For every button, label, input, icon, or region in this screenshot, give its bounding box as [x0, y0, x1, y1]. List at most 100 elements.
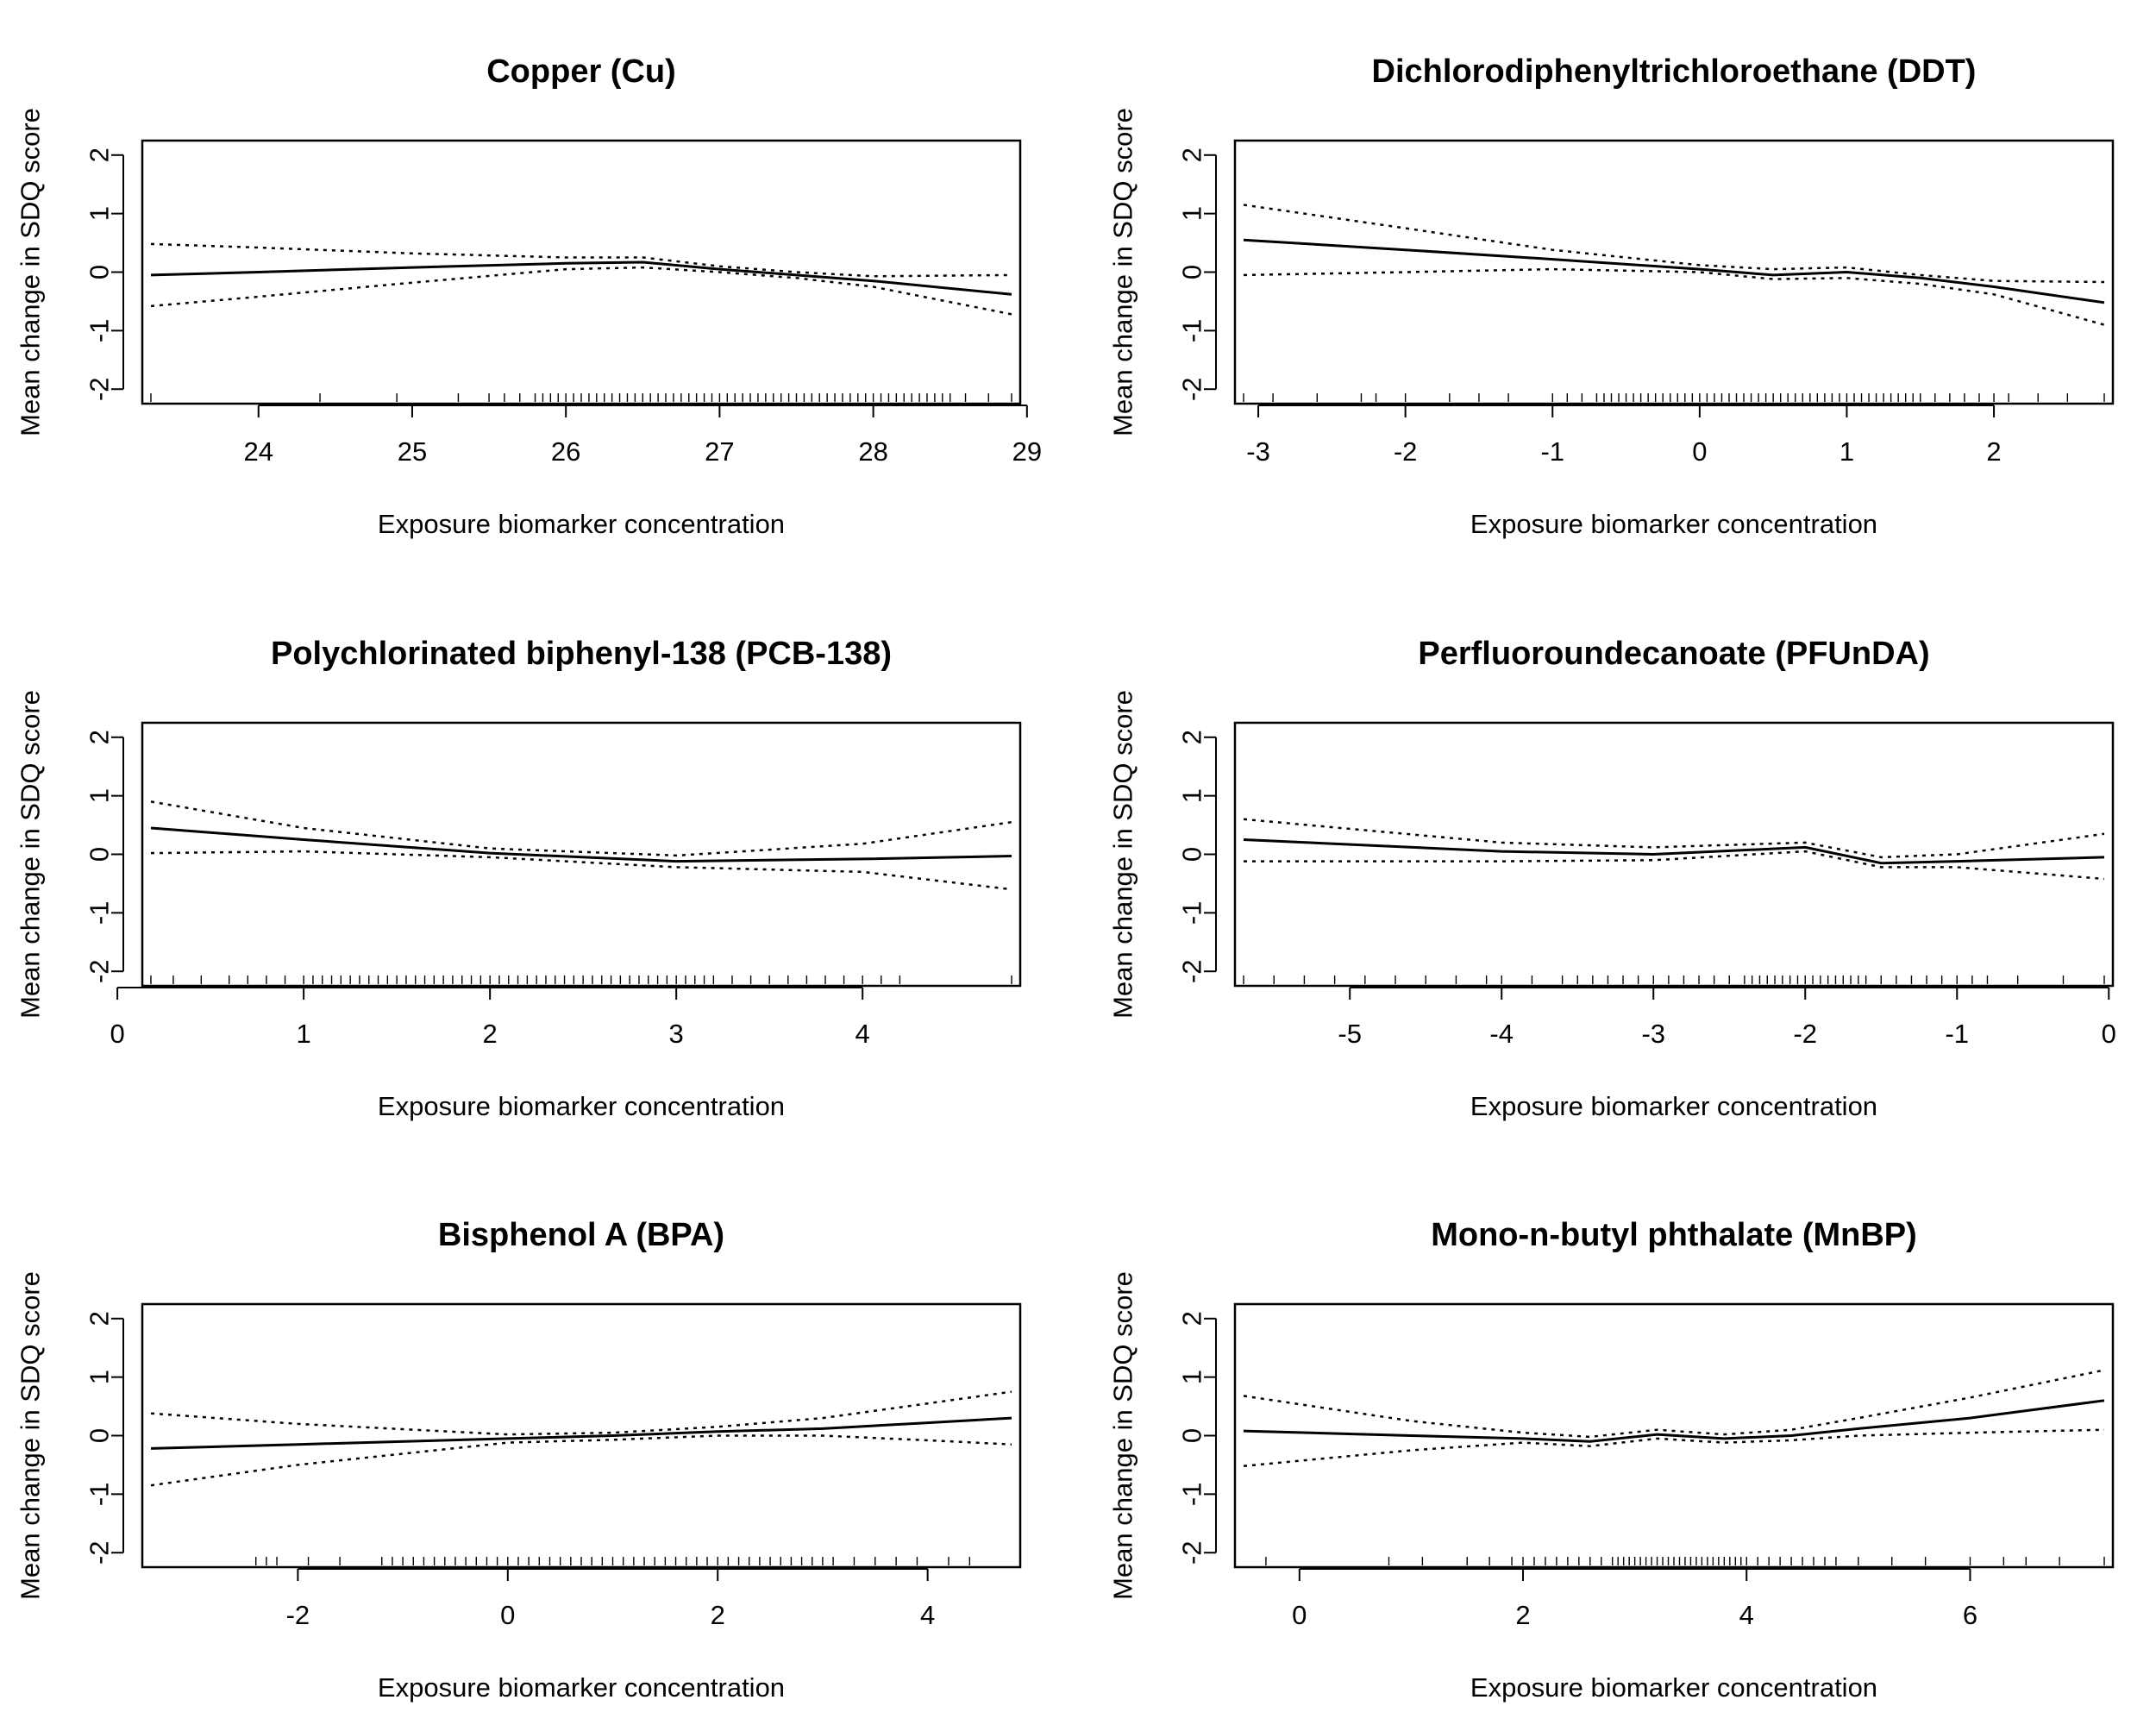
- y-tick-label: 2: [85, 730, 115, 744]
- y-axis-label: Mean change in SDQ score: [16, 690, 46, 1019]
- lower-ci-line: [150, 266, 1012, 316]
- x-tick-label: -2: [286, 1600, 310, 1630]
- x-tick-label: 2: [1986, 436, 2001, 467]
- x-tick-label: 27: [705, 436, 734, 467]
- x-axis-label: Exposure biomarker concentration: [378, 1672, 785, 1703]
- y-axis-label: Mean change in SDQ score: [1108, 1271, 1138, 1600]
- estimate-line: [150, 826, 1012, 863]
- x-tick-label: 0: [110, 1019, 124, 1049]
- lower-ci-line: [1244, 850, 2105, 881]
- y-tick-label: -1: [1177, 901, 1207, 925]
- x-tick-label: 6: [1963, 1600, 1977, 1630]
- x-tick-label: 25: [398, 436, 427, 467]
- y-tick-label: 1: [85, 206, 115, 221]
- y-tick-label: 1: [1177, 788, 1207, 803]
- x-tick-label: -5: [1338, 1019, 1362, 1049]
- plot-frame: [141, 1302, 1022, 1569]
- lower-ci-line: [150, 850, 1012, 891]
- x-axis-label: Exposure biomarker concentration: [378, 509, 785, 539]
- x-tick-label: 3: [669, 1019, 684, 1049]
- panel-title: Copper (Cu): [486, 53, 676, 90]
- plot-frame: [141, 721, 1022, 988]
- x-tick-label: 26: [551, 436, 580, 467]
- y-tick-label: -1: [1177, 319, 1207, 343]
- panel-polychlorinated-biphenyl-138-pcb-138: Polychlorinated biphenyl-138 (PCB-138) -2…: [16, 636, 1022, 1121]
- plot-frame: [141, 139, 1022, 405]
- y-tick-label: -2: [1177, 377, 1207, 401]
- x-tick-label: -4: [1489, 1019, 1514, 1049]
- y-tick-label: -2: [85, 1540, 115, 1565]
- panel-title: Dichlorodiphenyltrichloroethane (DDT): [1372, 53, 1977, 90]
- y-tick-label: -1: [85, 901, 115, 925]
- x-axis-label: Exposure biomarker concentration: [1470, 1091, 1877, 1121]
- plot-frame: [1233, 1302, 2115, 1569]
- y-tick-label: 0: [1177, 1428, 1207, 1443]
- x-tick-label: -1: [1945, 1019, 1969, 1049]
- x-axis-label: Exposure biomarker concentration: [1470, 509, 1877, 539]
- panel-title: Bisphenol A (BPA): [438, 1217, 724, 1253]
- y-tick-label: 2: [85, 1311, 115, 1326]
- upper-ci-line: [1243, 204, 2105, 284]
- y-tick-label: -2: [85, 377, 115, 401]
- x-tick-label: 0: [1692, 436, 1707, 467]
- x-tick-label: -2: [1793, 1019, 1817, 1049]
- x-tick-label: 1: [1839, 436, 1854, 467]
- panel-bisphenol-a-bpa: Bisphenol A (BPA) -2 -1 0 1 2 Mean change in S…: [16, 1217, 1022, 1703]
- x-axis-label: Exposure biomarker concentration: [1470, 1672, 1877, 1703]
- upper-ci-line: [150, 800, 1012, 857]
- panel-perfluoroundecanoate-pfunda: Perfluoroundecanoate (PFUnDA) -2 -1 0 1 2 Mean…: [1108, 636, 2116, 1121]
- y-tick-label: 2: [1177, 1311, 1207, 1326]
- y-tick-label: 2: [1177, 147, 1207, 162]
- plot-frame: [1233, 139, 2115, 405]
- panel-mono-n-butyl-phthalate-mnbp: Mono-n-butyl phthalate (MnBP) -2 -1 0 1 2 Mean…: [1108, 1217, 2115, 1703]
- x-tick-label: 28: [858, 436, 887, 467]
- x-tick-label: 0: [500, 1600, 515, 1630]
- y-axis-label: Mean change in SDQ score: [1108, 108, 1138, 436]
- x-tick-label: 24: [244, 436, 273, 467]
- y-tick-label: 0: [85, 265, 115, 279]
- x-tick-label: 0: [2102, 1019, 2116, 1049]
- estimate-line: [1243, 838, 2105, 865]
- x-tick-label: 1: [297, 1019, 311, 1049]
- y-tick-label: -2: [1177, 959, 1207, 983]
- y-tick-label: 0: [1177, 847, 1207, 862]
- estimate-line: [1243, 1399, 2105, 1443]
- x-tick-label: 2: [711, 1600, 725, 1630]
- panel-title: Polychlorinated biphenyl-138 (PCB-138): [271, 636, 892, 672]
- y-tick-label: -2: [1177, 1540, 1207, 1565]
- y-tick-label: 1: [85, 1370, 115, 1384]
- estimate-line: [150, 260, 1012, 296]
- y-tick-label: -1: [85, 319, 115, 343]
- y-tick-label: 2: [85, 147, 115, 162]
- y-tick-label: 1: [85, 788, 115, 803]
- x-tick-label: 29: [1012, 436, 1042, 467]
- x-tick-label: 0: [1292, 1600, 1307, 1630]
- panel-dichlorodiphenyltrichloroethane-ddt: Dichlorodiphenyltrichloroethane (DDT) -2 -…: [1108, 53, 2115, 539]
- x-tick-label: -3: [1641, 1019, 1665, 1049]
- x-tick-label: 2: [1515, 1600, 1530, 1630]
- estimate-line: [150, 1416, 1012, 1450]
- y-tick-label: 1: [1177, 206, 1207, 221]
- plot-frame: [1233, 721, 2115, 988]
- x-tick-label: -3: [1246, 436, 1270, 467]
- estimate-line: [1243, 238, 2105, 304]
- lower-ci-line: [150, 1434, 1012, 1487]
- y-axis-label: Mean change in SDQ score: [1108, 690, 1138, 1019]
- y-axis-label: Mean change in SDQ score: [16, 108, 46, 436]
- x-axis-label: Exposure biomarker concentration: [378, 1091, 785, 1121]
- y-tick-label: -2: [85, 959, 115, 983]
- y-tick-label: 2: [1177, 730, 1207, 744]
- y-tick-label: 0: [1177, 265, 1207, 279]
- x-tick-label: 4: [1739, 1600, 1754, 1630]
- upper-ci-line: [150, 1390, 1012, 1436]
- x-tick-label: 4: [856, 1019, 870, 1049]
- panel-title: Mono-n-butyl phthalate (MnBP): [1431, 1217, 1917, 1253]
- panel-copper-cu: Copper (Cu) -2 -1 0 1 2 Mean change in SDQ sco…: [16, 53, 1043, 539]
- lower-ci-line: [1243, 1428, 2105, 1468]
- lower-ci-line: [1243, 267, 2105, 326]
- panel-title: Perfluoroundecanoate (PFUnDA): [1418, 636, 1929, 672]
- y-axis-label: Mean change in SDQ score: [16, 1271, 46, 1600]
- x-tick-label: -2: [1394, 436, 1418, 467]
- upper-ci-line: [1243, 818, 2105, 859]
